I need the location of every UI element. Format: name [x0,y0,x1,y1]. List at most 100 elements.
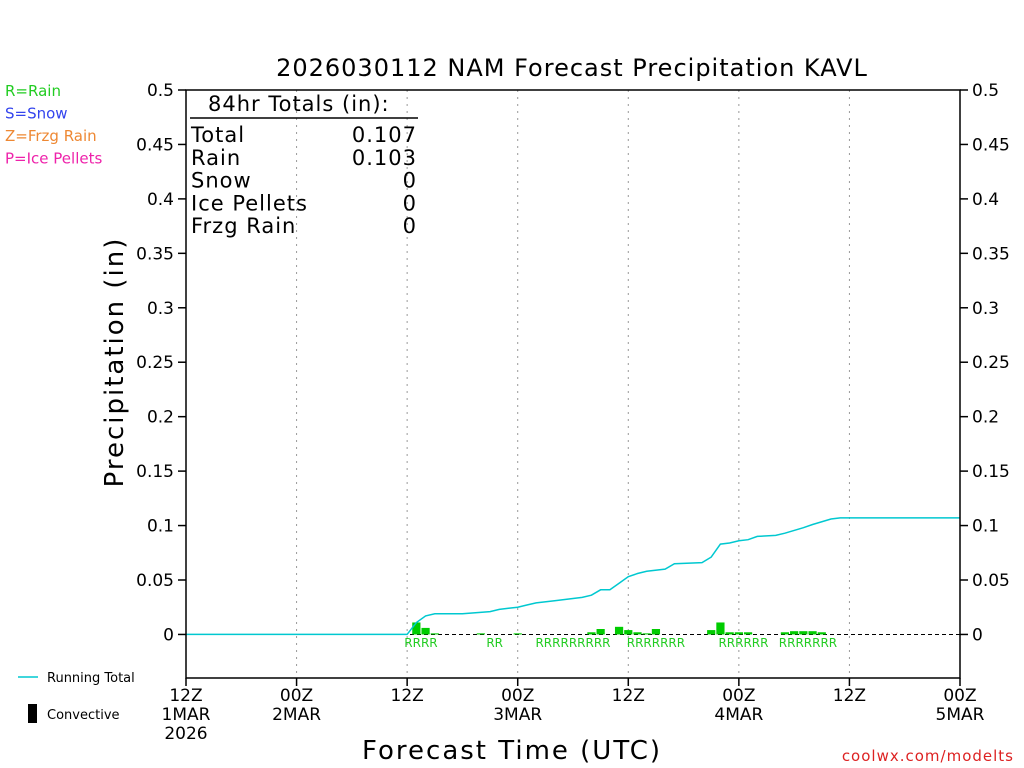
hourly-bar [651,629,661,635]
y-tick-label-right: 0 [972,625,983,645]
ptype-legend-entry: P=Ice Pellets [5,150,102,168]
hourly-bar [808,631,817,635]
hourly-bar [633,632,642,635]
y-tick-label-right: 0.4 [972,190,999,210]
precip-type-label: RRRRRRRRR [535,636,610,650]
x-axis-label: Forecast Time (UTC) [362,736,662,766]
y-tick-label-right: 0.15 [972,462,1010,482]
hourly-bar [780,632,790,635]
precip-type-label: RRRR [404,636,437,650]
hourly-bar [430,633,439,635]
x-tick-year: 2026 [164,724,207,744]
totals-header: 84hr Totals (in): [208,92,390,116]
y-axis-label: Precipitation (in) [100,237,130,488]
running-total-polyline [186,517,960,636]
convective-legend-label: Convective [47,708,120,723]
precip-type-labels: RRRR RR RRRRRRRRR RRRRRRR RRRRRR RRRRRRR [404,636,837,650]
hourly-bar [716,622,725,635]
totals-label: Snow [191,169,252,193]
totals-label: Total [190,123,245,147]
hourly-bar [421,627,430,635]
hourly-bar [817,632,826,635]
x-tick-date: 2MAR [272,705,321,725]
chart-title: 2026030112 NAM Forecast Precipitation KA… [276,54,868,82]
hourly-bar [707,630,716,635]
precip-type-label: RR [486,636,503,650]
y-tick-label-right: 0.05 [972,571,1010,591]
y-tick-label-right: 0.35 [972,244,1010,264]
x-tick-date: 3MAR [493,705,542,725]
y-tick-label-right: 0.2 [972,408,999,428]
y-tick-label-left: 0.3 [147,299,174,319]
y-axis-left: 0 0.05 0.1 0.15 0.2 0.25 0.3 0.35 0.4 0.45 0.5 [136,81,186,645]
x-tick-date: 4MAR [714,705,763,725]
totals-value: 0 [403,169,417,193]
y-tick-label-right: 0.45 [972,135,1010,155]
x-tick-time: 00Z [280,686,313,706]
hourly-bar [412,622,421,635]
y-tick-label-right: 0.1 [972,517,999,537]
ptype-legend-entry: Z=Frzg Rain [5,127,97,145]
hourly-bar [743,632,753,635]
y-axis-right: 0 0.05 0.1 0.15 0.2 0.25 0.3 0.35 0.4 0.45 0.5 [960,81,1010,645]
totals-box: 84hr Totals (in): Total 0.107 Rain 0.103 Sno… [190,92,418,238]
x-tick-time: 00Z [943,686,976,706]
precip-type-label: RRRRRRR [627,636,685,650]
y-tick-label-left: 0 [163,625,174,645]
hourly-bar [513,633,522,635]
hourly-bar [725,632,734,635]
y-tick-label-right: 0.25 [972,353,1010,373]
hourly-bar [734,632,743,635]
totals-label: Rain [191,146,241,170]
grid-lines [296,90,850,678]
x-tick-date: 1MAR [162,705,211,725]
y-tick-label-left: 0.4 [147,190,174,210]
y-tick-label-left: 0.2 [147,408,174,428]
hourly-bar [614,626,624,635]
totals-rows: Total 0.107 Rain 0.103 Snow 0 Ice Pellets 0 Frzg… [190,123,417,238]
hourly-bar [587,632,596,635]
hourly-bars [412,622,826,635]
precip-type-label: RRRRRRR [779,636,837,650]
y-tick-label-left: 0.1 [147,517,174,537]
totals-value: 0 [403,214,417,238]
hourly-bar [596,629,605,635]
totals-label: Frzg Rain [191,214,296,238]
totals-value: 0 [403,191,417,215]
y-tick-label-left: 0.25 [136,353,174,373]
x-tick-time: 12Z [391,686,424,706]
hourly-bar [799,631,808,635]
x-tick-time: 00Z [501,686,534,706]
x-tick-time: 12Z [169,686,202,706]
y-tick-label-left: 0.5 [147,81,174,101]
y-tick-label-left: 0.45 [136,135,174,155]
convective-legend-swatch [28,704,37,723]
y-tick-label-right: 0.3 [972,299,999,319]
y-tick-label-left: 0.05 [136,571,174,591]
totals-value: 0.103 [352,146,417,170]
y-tick-label-left: 0.15 [136,462,174,482]
series-legend: Running Total Convective [18,671,135,723]
y-tick-label-left: 0.35 [136,244,174,264]
running-total-legend-label: Running Total [47,671,135,686]
hourly-bar [642,633,651,635]
running-total-line [186,517,960,636]
totals-value: 0.107 [352,123,417,147]
hourly-bar [476,633,485,635]
x-tick-time: 12Z [833,686,866,706]
x-tick-time: 00Z [722,686,755,706]
credit-text: coolwx.com/modelts [842,747,1014,765]
x-tick-time: 12Z [612,686,645,706]
ptype-legend-entry: R=Rain [5,82,61,100]
precip-type-label: RRRRRR [718,636,768,650]
ptype-legend-entry: S=Snow [5,105,68,123]
totals-label: Ice Pellets [191,191,308,215]
hourly-bar [790,631,799,635]
plot-frame [185,89,961,679]
ptype-legend: R=Rain S=Snow Z=Frzg Rain P=Ice Pellets [5,82,102,168]
x-tick-date: 5MAR [936,705,985,725]
hourly-bar [624,630,633,635]
y-tick-label-right: 0.5 [972,81,999,101]
